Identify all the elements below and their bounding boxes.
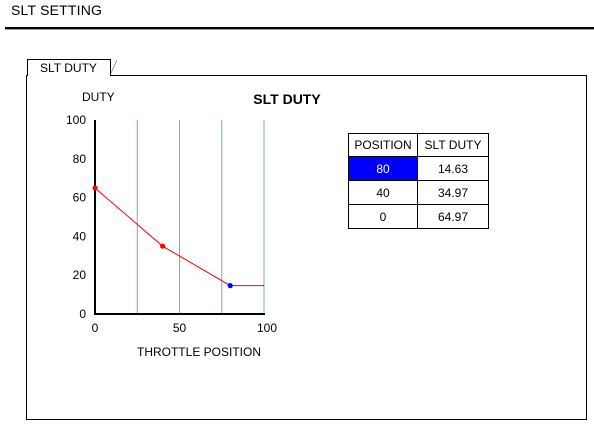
chart-title: SLT DUTY <box>253 91 321 107</box>
table-row[interactable]: 0 64.97 <box>348 204 489 229</box>
title-divider-shadow <box>5 29 594 30</box>
tab-panel <box>26 75 587 420</box>
chart-axes <box>94 120 265 315</box>
tab-slt-duty[interactable]: SLT DUTY <box>27 59 117 77</box>
slt-duty-cell[interactable]: 34.97 <box>417 180 489 205</box>
chart-series <box>94 187 264 287</box>
y-tick-labels: 0 20 40 60 80 100 <box>66 113 86 321</box>
data-point <box>160 243 166 249</box>
x-tick-labels: 0 50 100 <box>92 321 278 335</box>
position-cell[interactable]: 0 <box>348 204 418 229</box>
y-tick-label: 40 <box>73 229 87 243</box>
column-header-position: POSITION <box>348 133 418 157</box>
y-axis-label: DUTY <box>82 90 115 104</box>
y-tick-label: 80 <box>73 152 87 166</box>
table-row[interactable]: 40 34.97 <box>348 180 489 205</box>
y-tick-label: 20 <box>73 268 87 282</box>
x-tick-label: 100 <box>257 321 277 335</box>
chart-gridlines <box>136 120 265 314</box>
x-tick-label: 50 <box>173 321 187 335</box>
x-axis-label: THROTTLE POSITION <box>137 345 261 359</box>
series-line <box>94 187 264 287</box>
position-cell[interactable]: 80 <box>348 156 418 181</box>
selected-data-point <box>227 283 233 289</box>
slt-duty-cell[interactable]: 64.97 <box>417 204 489 229</box>
table-row[interactable]: 80 14.63 <box>348 156 489 181</box>
x-tick-label: 0 <box>92 321 99 335</box>
chart-points <box>92 185 233 289</box>
position-cell[interactable]: 40 <box>348 180 418 205</box>
data-point <box>92 185 98 191</box>
slt-duty-cell[interactable]: 14.63 <box>417 156 489 181</box>
column-header-slt-duty: SLT DUTY <box>417 133 489 157</box>
slt-duty-table: POSITION SLT DUTY 80 14.63 40 34.97 0 64… <box>348 133 489 229</box>
y-tick-label: 100 <box>66 113 86 127</box>
y-tick-label: 60 <box>73 191 87 205</box>
title-divider <box>5 27 594 29</box>
y-tick-label: 0 <box>79 307 86 321</box>
window-title: SLT SETTING <box>11 2 103 18</box>
